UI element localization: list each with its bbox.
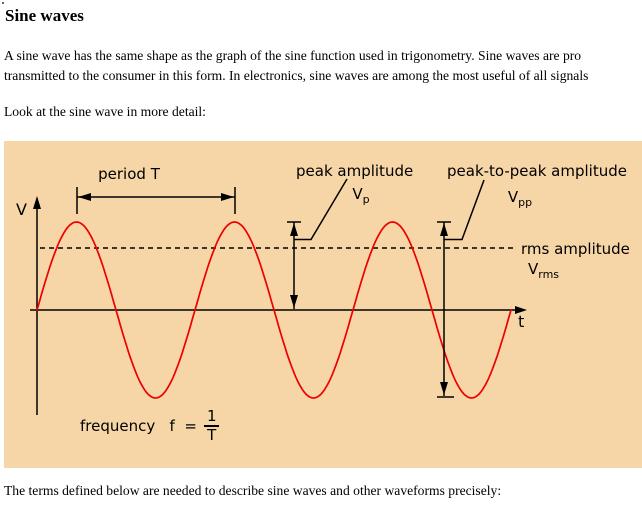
stray-dot [2,2,4,4]
frequency-label: frequency f = [80,417,197,435]
peak-amp-up-arrow-icon [290,223,298,236]
sine-wave-diagram: V t period T peak amplitude Vp peak-to-p… [4,141,642,468]
lead-in-text: Look at the sine wave in more detail: [4,104,206,119]
rms-symbol: Vrms [528,260,559,280]
period-right-arrow-icon [221,193,234,201]
page-title: Sine waves [5,6,84,25]
period-left-arrow-icon [78,193,91,201]
peak-amplitude-label: peak amplitude [296,162,414,180]
peak-to-peak-label: peak-to-peak amplitude [447,162,627,180]
peak-amplitude-symbol: Vp [331,185,391,205]
p2p-down-arrow-icon [440,382,448,395]
frequency-fraction: 1 T [203,409,220,444]
peak-amp-callout-line [294,178,348,241]
peak-to-peak-symbol: Vpp [492,188,548,208]
vpp-base: V [507,188,519,206]
sine-wave-path [36,221,512,399]
vp-sub: p [362,193,370,206]
period-label: period T [98,165,160,183]
t-axis-arrow-icon [515,306,527,314]
vpp-sub: pp [518,196,533,209]
vrms-sub: rms [538,268,560,281]
fraction-denominator: T [207,426,217,444]
p2p-callout-line [444,179,485,241]
fraction-numerator: 1 [203,409,220,427]
peak-amp-down-arrow-icon [290,295,298,308]
frequency-formula: frequency f = 1 T [80,409,220,444]
intro-paragraph-line-1: A sine wave has the same shape as the gr… [4,48,582,63]
vrms-base: V [528,260,539,278]
intro-paragraph-line-2: transmitted to the consumer in this form… [4,68,589,83]
v-axis-arrow-icon [33,196,41,209]
closing-text: The terms defined below are needed to de… [4,483,502,498]
v-axis-label: V [16,200,27,219]
vp-base: V [352,185,363,203]
diagram-canvas [30,178,527,415]
rms-amplitude-label: rms amplitude [521,240,630,258]
p2p-up-arrow-icon [440,223,448,236]
t-axis-label: t [518,312,525,331]
